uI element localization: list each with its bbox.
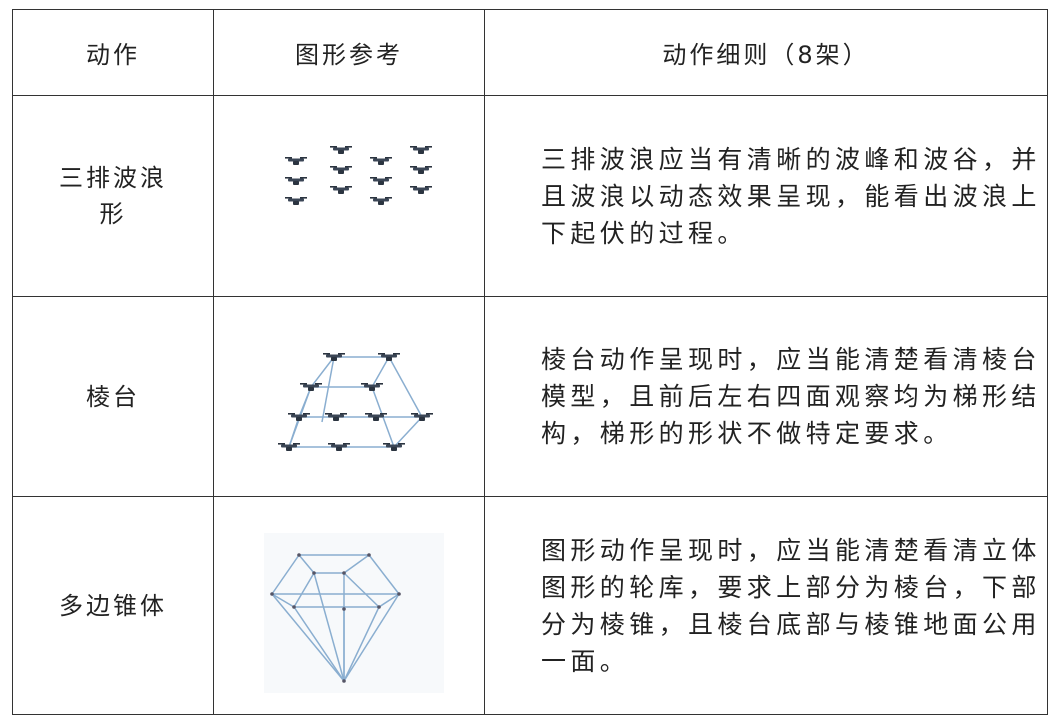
spec-table: 动作 图形参考 动作细则（8架） 三排波浪形 三排波浪应当有清晰的波峰和波谷，并…: [12, 9, 1048, 715]
action-cell: 三排波浪形: [12, 95, 214, 297]
detail-cell: 棱台动作呈现时，应当能清楚看清棱台模型，且前后左右四面观察均为梯形结构，梯形的形…: [484, 296, 1048, 497]
page: 动作 图形参考 动作细则（8架） 三排波浪形 三排波浪应当有清晰的波峰和波谷，并…: [12, 9, 1048, 715]
action-cell: 棱台: [12, 296, 214, 497]
action-cell: 多边锥体: [12, 496, 214, 715]
wave-figure: [285, 146, 432, 205]
action-text: 多边锥体: [59, 591, 167, 620]
header-cell: 动作: [12, 9, 214, 96]
detail-text: 棱台动作呈现时，应当能清楚看清棱台模型，且前后左右四面观察均为梯形结构，梯形的形…: [541, 345, 1041, 448]
frustum-figure: [278, 353, 433, 451]
detail-text: 三排波浪应当有清晰的波峰和波谷，并且波浪以动态效果呈现，能看出波浪上下起伏的过程…: [541, 144, 1041, 248]
detail-cell: 三排波浪应当有清晰的波峰和波谷，并且波浪以动态效果呈现，能看出波浪上下起伏的过程…: [484, 95, 1048, 297]
header-cell: 图形参考: [213, 9, 485, 96]
row: 三排波浪形 三排波浪应当有清晰的波峰和波谷，并且波浪以动态效果呈现，能看出波浪上…: [12, 95, 1048, 297]
figure-cell: [213, 95, 485, 297]
action-text: 棱台: [86, 382, 140, 411]
figure-cell: [213, 496, 485, 715]
action-text: 三排波浪形: [59, 164, 167, 228]
header-cell: 动作细则（8架）: [484, 9, 1048, 96]
figure-cell: [213, 296, 485, 497]
row: 多边锥体 图形动作呈现时，应当能清楚看清立体图形的轮库，: [12, 496, 1048, 715]
detail-cell: 图形动作呈现时，应当能清楚看清立体图形的轮库，要求上部分为棱台，下部分为棱锥，且…: [484, 496, 1048, 715]
header-row: 动作 图形参考 动作细则（8架）: [12, 9, 1048, 96]
row: 棱台 棱台动作呈现时，应当能清楚看清棱台模型，且前后左右四面观察均为梯形结构，梯…: [12, 296, 1048, 497]
detail-text: 图形动作呈现时，应当能清楚看清立体图形的轮库，要求上部分为棱台，下部分为棱锥，且…: [541, 535, 1041, 676]
pyramid-figure: [264, 533, 444, 693]
